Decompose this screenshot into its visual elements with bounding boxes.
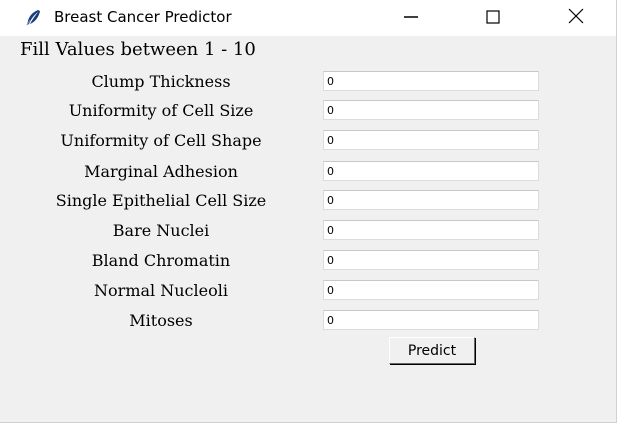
uniformity-cell-shape-input[interactable] bbox=[323, 130, 539, 150]
single-epithelial-cell-size-input[interactable] bbox=[323, 190, 539, 210]
instruction-label: Fill Values between 1 - 10 bbox=[20, 39, 256, 60]
clump-thickness-label: Clump Thickness bbox=[91, 72, 231, 91]
minimize-icon bbox=[404, 9, 418, 28]
bland-chromatin-label: Bland Chromatin bbox=[91, 251, 231, 270]
close-button[interactable] bbox=[553, 0, 599, 36]
marginal-adhesion-label: Marginal Adhesion bbox=[84, 162, 238, 181]
bland-chromatin-input[interactable] bbox=[323, 250, 539, 270]
maximize-button[interactable] bbox=[470, 0, 516, 36]
predict-button[interactable]: Predict bbox=[389, 337, 475, 364]
app-window: Breast Cancer Predictor Fill Values betw… bbox=[0, 0, 617, 423]
bare-nuclei-input[interactable] bbox=[323, 220, 539, 240]
uniformity-cell-size-label: Uniformity of Cell Size bbox=[68, 101, 254, 120]
single-epithelial-cell-size-label: Single Epithelial Cell Size bbox=[55, 191, 267, 210]
clump-thickness-input[interactable] bbox=[323, 71, 539, 91]
marginal-adhesion-input[interactable] bbox=[323, 161, 539, 181]
normal-nucleoli-input[interactable] bbox=[323, 280, 539, 300]
mitoses-label: Mitoses bbox=[129, 311, 193, 330]
feather-icon bbox=[24, 9, 42, 27]
normal-nucleoli-label: Normal Nucleoli bbox=[94, 281, 228, 300]
maximize-icon bbox=[486, 9, 500, 28]
window-title: Breast Cancer Predictor bbox=[54, 8, 232, 26]
title-bar[interactable]: Breast Cancer Predictor bbox=[0, 0, 616, 36]
mitoses-input[interactable] bbox=[323, 310, 539, 330]
uniformity-cell-size-input[interactable] bbox=[323, 100, 539, 120]
minimize-button[interactable] bbox=[388, 0, 434, 36]
uniformity-cell-shape-label: Uniformity of Cell Shape bbox=[60, 131, 262, 150]
bare-nuclei-label: Bare Nuclei bbox=[112, 221, 210, 240]
close-icon bbox=[568, 8, 584, 28]
